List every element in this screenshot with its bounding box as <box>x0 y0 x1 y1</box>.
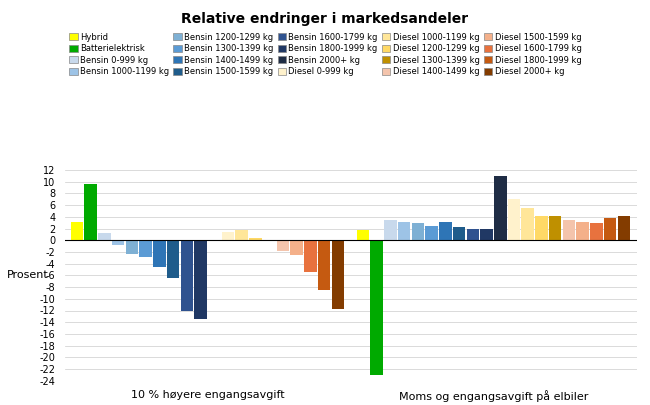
Bar <box>480 228 493 240</box>
Text: Prosent: Prosent <box>6 271 48 280</box>
Legend: Hybrid, Batterielektrisk, Bensin 0-999 kg, Bensin 1000-1199 kg, Bensin 1200-1299: Hybrid, Batterielektrisk, Bensin 0-999 k… <box>69 32 582 76</box>
Bar <box>332 240 344 309</box>
Bar <box>71 222 83 240</box>
Bar <box>291 240 303 255</box>
Bar <box>318 240 330 290</box>
Bar <box>549 216 562 240</box>
Bar <box>563 220 575 240</box>
Bar <box>84 184 97 240</box>
Text: Relative endringer i markedsandeler: Relative endringer i markedsandeler <box>181 12 469 26</box>
Bar <box>357 230 369 240</box>
Bar <box>194 240 207 319</box>
Bar <box>370 240 383 375</box>
Bar <box>577 222 589 240</box>
Bar <box>235 230 248 240</box>
Bar <box>181 240 193 311</box>
Bar <box>494 176 506 240</box>
Bar <box>590 223 603 240</box>
Bar <box>249 238 262 240</box>
Bar <box>521 208 534 240</box>
Bar <box>535 216 548 240</box>
Bar <box>277 240 289 251</box>
Bar <box>425 226 438 240</box>
Bar <box>222 232 234 240</box>
Bar <box>125 240 138 254</box>
Bar <box>467 229 479 240</box>
Bar <box>153 240 166 266</box>
Bar <box>453 228 465 240</box>
Bar <box>411 223 424 240</box>
Bar <box>604 218 616 240</box>
Bar <box>618 216 630 240</box>
Bar <box>139 240 152 257</box>
Bar <box>98 233 110 240</box>
Bar <box>508 199 520 240</box>
Bar <box>384 220 396 240</box>
Bar <box>398 222 411 240</box>
Bar <box>439 222 452 240</box>
Bar <box>304 240 317 273</box>
Bar <box>112 240 125 245</box>
Bar <box>167 240 179 278</box>
